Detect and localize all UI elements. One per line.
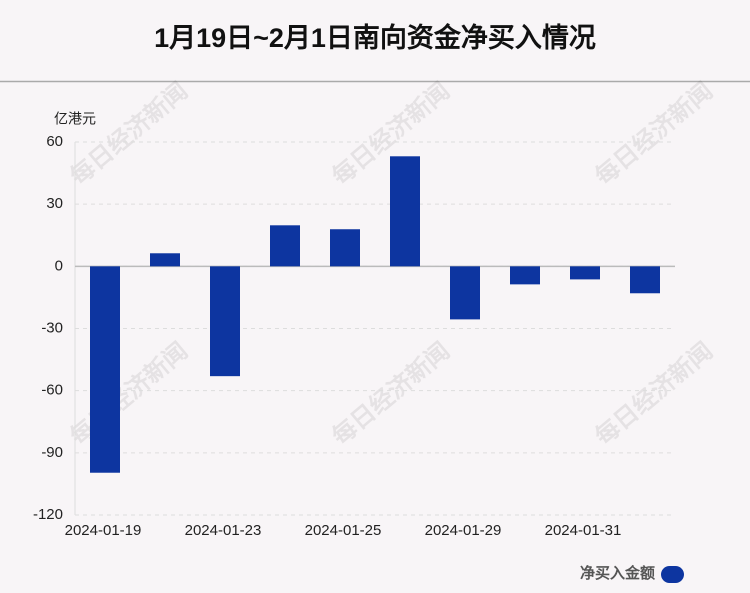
bar — [450, 266, 480, 320]
y-tick-label: 60 — [46, 133, 63, 150]
chart-title: 1月19日~2月1日南向资金净买入情况 — [154, 22, 596, 53]
y-tick-label: -60 — [41, 382, 63, 399]
x-tick-label: 2024-01-29 — [425, 522, 502, 539]
bar — [510, 266, 540, 285]
y-tick-label: -30 — [41, 319, 63, 336]
x-tick-label: 2024-01-23 — [185, 522, 262, 539]
x-tick-label: 2024-01-25 — [305, 522, 382, 539]
bar — [210, 266, 240, 377]
bar — [330, 229, 360, 267]
bar — [150, 253, 180, 267]
x-tick-label: 2024-01-31 — [545, 522, 622, 539]
y-tick-label: 0 — [55, 257, 63, 274]
bar — [630, 266, 660, 294]
y-axis-unit: 亿港元 — [54, 111, 96, 127]
bar — [270, 225, 300, 267]
y-tick-label: 30 — [46, 195, 63, 212]
legend-label: 净买入金额 — [580, 564, 655, 582]
bar — [570, 266, 600, 280]
bar — [390, 156, 420, 267]
y-tick-label: -90 — [41, 444, 63, 461]
legend-swatch — [661, 566, 684, 583]
y-tick-label: -120 — [33, 506, 63, 523]
x-tick-label: 2024-01-19 — [65, 522, 142, 539]
bar — [90, 266, 120, 473]
